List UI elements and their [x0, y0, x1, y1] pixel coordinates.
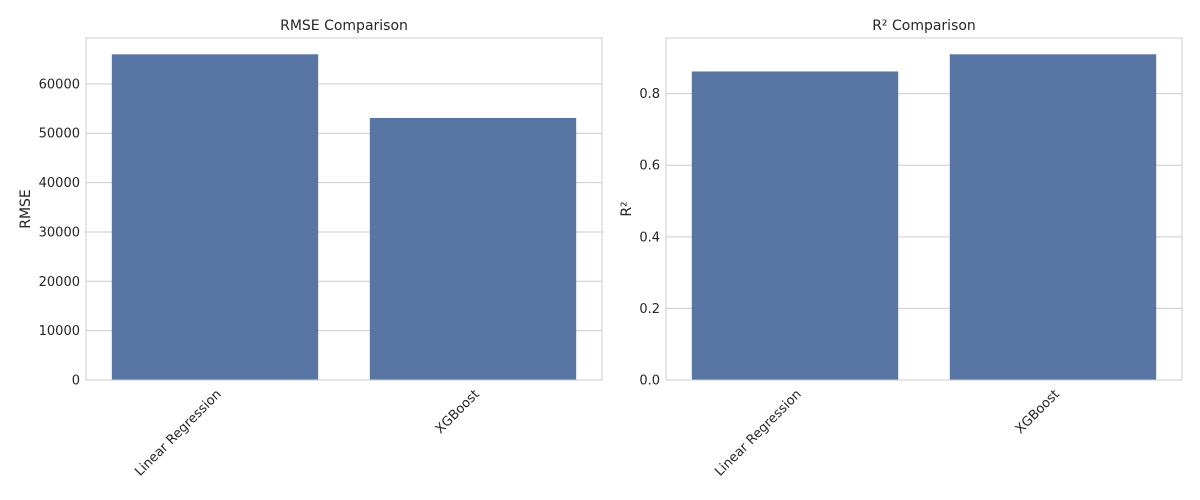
chart-title: R² Comparison	[872, 18, 976, 34]
x-tick-label: XGBoost	[433, 387, 483, 437]
y-tick-label: 10000	[39, 324, 80, 339]
y-axis-label: RMSE	[18, 189, 34, 229]
bar	[949, 54, 1157, 381]
plot-frame	[665, 37, 1183, 381]
x-tick-label: XGBoost	[1013, 387, 1063, 437]
y-tick-label: 0.8	[639, 87, 660, 102]
y-tick-label: 60000	[39, 77, 80, 92]
x-tick-label: Linear Regression	[712, 387, 804, 479]
y-tick-label: 0.0	[639, 374, 660, 389]
chart-title: RMSE Comparison	[280, 18, 408, 34]
y-tick-label: 50000	[39, 127, 80, 142]
y-tick-label: 30000	[39, 225, 80, 240]
y-tick-label: 0.4	[639, 230, 660, 245]
plot-frame	[85, 37, 603, 381]
bar	[691, 71, 899, 380]
y-tick-label: 0	[72, 374, 80, 389]
bar	[369, 117, 577, 380]
y-tick-label: 0.2	[639, 302, 660, 317]
y-tick-label: 0.6	[639, 159, 660, 174]
y-axis-label: R²	[619, 201, 635, 216]
rmse-chart-panel: RMSE Comparison RMSE 0 10000 20000 30000 400…	[18, 18, 603, 479]
r2-chart-panel: R² Comparison R² 0.0 0.2 0.4 0.6 0.8 Linear R…	[619, 18, 1183, 479]
bar	[111, 54, 319, 381]
x-tick-label: Linear Regression	[132, 387, 224, 479]
y-tick-label: 40000	[39, 176, 80, 191]
y-tick-label: 20000	[39, 275, 80, 290]
